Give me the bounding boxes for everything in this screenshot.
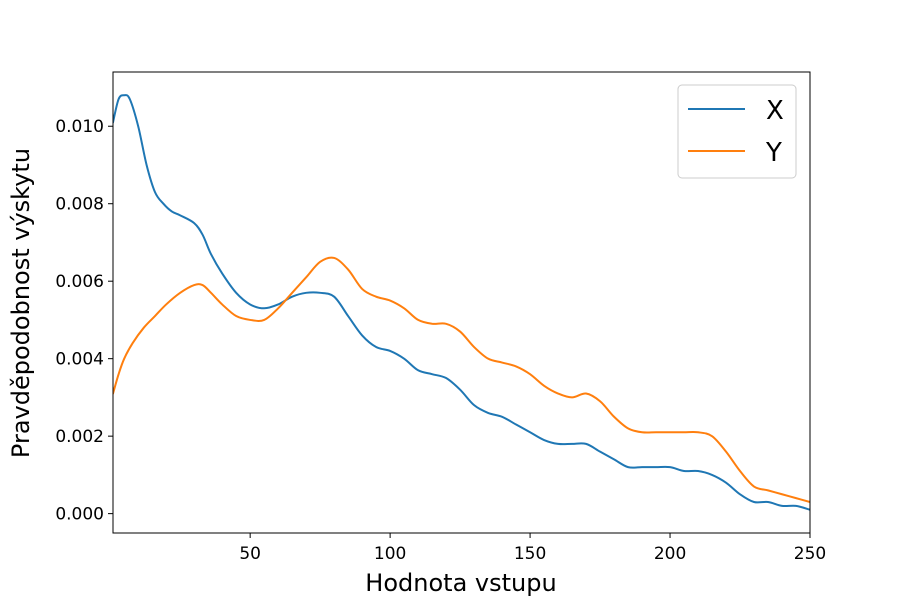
x-axis-title: Hodnota vstupu xyxy=(365,569,556,597)
series-line-x xyxy=(113,94,810,511)
x-tick-label: 250 xyxy=(794,544,826,564)
series-line-y xyxy=(113,256,810,504)
axes: 50 100 150 200 250 0.000 0.002 0.004 0.006 0.008 0… xyxy=(55,71,826,564)
plot-area xyxy=(113,94,810,511)
y-tick-label: 0.008 xyxy=(55,195,104,215)
y-axis-title: Pravděpodobnost výskytu xyxy=(7,148,35,458)
y-tick-label: 0.010 xyxy=(55,117,104,137)
y-tick-label: 0.000 xyxy=(55,505,104,525)
x-tick-label: 200 xyxy=(654,544,686,564)
x-tick-label: 150 xyxy=(514,544,546,564)
y-tick-label: 0.004 xyxy=(55,350,104,370)
x-tick-label: 100 xyxy=(374,544,406,564)
legend-label-y: Y xyxy=(765,138,782,168)
y-tick-label: 0.002 xyxy=(55,427,104,447)
legend-label-x: X xyxy=(766,96,784,126)
x-tick-label: 50 xyxy=(239,544,261,564)
legend: XY xyxy=(677,84,797,179)
y-tick-label: 0.006 xyxy=(55,272,104,292)
series-group xyxy=(113,94,810,511)
axes-frame xyxy=(112,71,811,534)
